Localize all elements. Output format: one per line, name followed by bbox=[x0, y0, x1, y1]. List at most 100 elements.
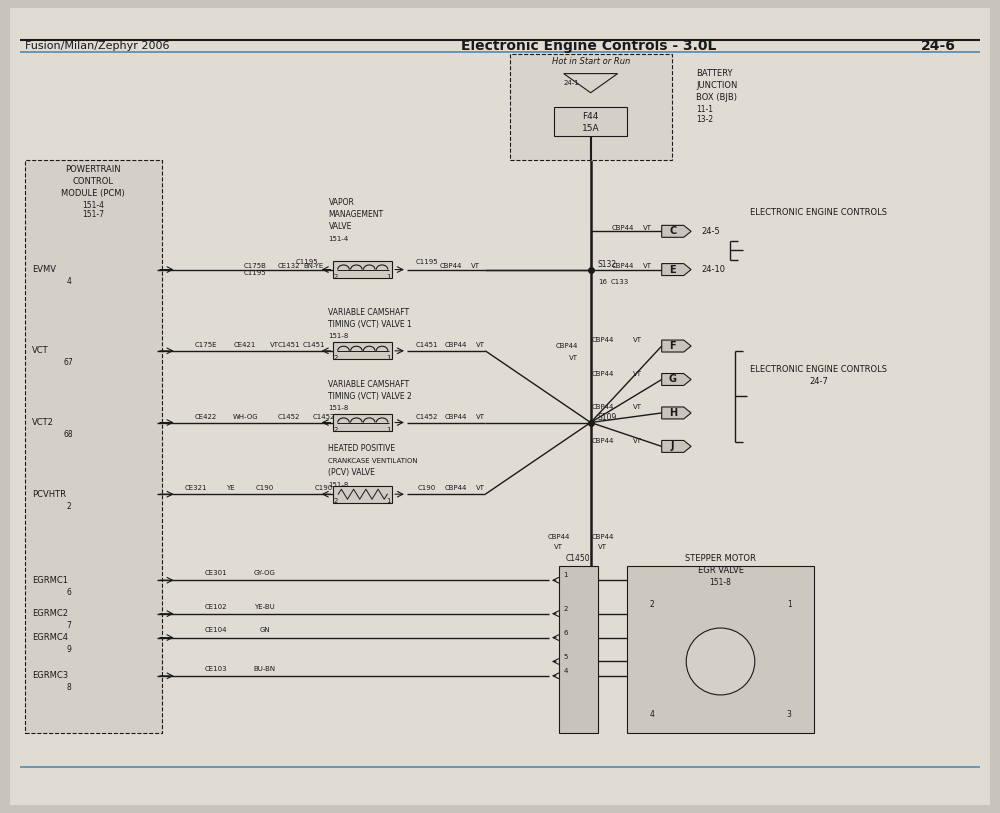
Text: 11-1: 11-1 bbox=[696, 105, 713, 114]
Text: VT: VT bbox=[476, 414, 485, 420]
Text: C1195: C1195 bbox=[244, 271, 266, 276]
Bar bbox=[333, 342, 392, 359]
Text: EGR VALVE: EGR VALVE bbox=[698, 566, 744, 575]
Text: CBP44: CBP44 bbox=[445, 342, 467, 348]
Text: C: C bbox=[669, 226, 676, 237]
Text: CBP44: CBP44 bbox=[611, 263, 634, 269]
Text: EGRMC2: EGRMC2 bbox=[32, 609, 68, 618]
Text: YE: YE bbox=[226, 485, 235, 492]
Text: 24-10: 24-10 bbox=[701, 265, 725, 274]
Text: MANAGEMENT: MANAGEMENT bbox=[328, 210, 384, 220]
Text: VT: VT bbox=[633, 404, 642, 411]
Text: C175E: C175E bbox=[195, 342, 217, 348]
Text: J: J bbox=[671, 441, 674, 451]
Text: CBP44: CBP44 bbox=[592, 404, 614, 411]
Text: GY-OG: GY-OG bbox=[254, 570, 276, 576]
Text: TIMING (VCT) VALVE 2: TIMING (VCT) VALVE 2 bbox=[328, 392, 412, 401]
Text: CE301: CE301 bbox=[204, 570, 227, 576]
Text: C175B: C175B bbox=[244, 263, 266, 269]
Text: 151-7: 151-7 bbox=[82, 210, 104, 220]
Text: 8: 8 bbox=[66, 683, 71, 693]
Polygon shape bbox=[662, 225, 691, 237]
Text: 4: 4 bbox=[66, 277, 71, 286]
Text: CBP44: CBP44 bbox=[611, 224, 634, 231]
Text: 2: 2 bbox=[334, 355, 338, 361]
Text: C1452: C1452 bbox=[312, 414, 335, 420]
Text: C1452: C1452 bbox=[278, 414, 300, 420]
Text: C1195: C1195 bbox=[296, 259, 319, 265]
Text: 4: 4 bbox=[649, 710, 654, 719]
Text: 4: 4 bbox=[564, 668, 568, 674]
Text: 151-8: 151-8 bbox=[710, 578, 731, 587]
Bar bbox=[510, 54, 672, 159]
Text: VT: VT bbox=[633, 437, 642, 444]
Text: CBP44: CBP44 bbox=[440, 263, 462, 269]
Text: (PCV) VALVE: (PCV) VALVE bbox=[328, 468, 375, 477]
Text: CE422: CE422 bbox=[195, 414, 217, 420]
Text: 7: 7 bbox=[66, 621, 71, 630]
Text: CONTROL: CONTROL bbox=[73, 176, 114, 185]
Text: CE102: CE102 bbox=[205, 603, 227, 610]
Text: C133: C133 bbox=[610, 279, 629, 285]
Text: F44: F44 bbox=[582, 112, 599, 121]
Text: 24-7: 24-7 bbox=[809, 377, 828, 386]
Text: EGRMC3: EGRMC3 bbox=[32, 672, 68, 680]
Text: C1452: C1452 bbox=[415, 414, 438, 420]
Text: 16: 16 bbox=[598, 279, 607, 285]
Text: BATTERY: BATTERY bbox=[696, 69, 732, 78]
Text: H: H bbox=[669, 408, 677, 418]
Text: CE321: CE321 bbox=[185, 485, 207, 492]
Text: BU-BN: BU-BN bbox=[254, 666, 276, 672]
Text: PCVHTR: PCVHTR bbox=[32, 489, 66, 498]
Text: 15A: 15A bbox=[582, 124, 599, 133]
Text: EVMV: EVMV bbox=[32, 265, 56, 274]
Text: CE104: CE104 bbox=[205, 628, 227, 633]
Text: ELECTRONIC ENGINE CONTROLS: ELECTRONIC ENGINE CONTROLS bbox=[750, 365, 887, 375]
Text: EGRMC1: EGRMC1 bbox=[32, 576, 68, 585]
Text: WH-OG: WH-OG bbox=[232, 414, 258, 420]
Text: VT: VT bbox=[633, 337, 642, 343]
Polygon shape bbox=[662, 441, 691, 452]
Text: S109: S109 bbox=[598, 413, 617, 422]
Text: CE132: CE132 bbox=[278, 263, 301, 269]
Text: 2: 2 bbox=[334, 427, 338, 433]
Text: CRANKCASE VENTILATION: CRANKCASE VENTILATION bbox=[328, 458, 418, 463]
Polygon shape bbox=[662, 373, 691, 385]
Text: 3: 3 bbox=[787, 710, 792, 719]
Circle shape bbox=[686, 628, 755, 695]
Text: MODULE (PCM): MODULE (PCM) bbox=[61, 189, 125, 198]
Bar bbox=[25, 159, 162, 733]
Text: Electronic Engine Controls - 3.0L: Electronic Engine Controls - 3.0L bbox=[461, 39, 716, 53]
Text: VARIABLE CAMSHAFT: VARIABLE CAMSHAFT bbox=[328, 380, 410, 389]
Text: VCT2: VCT2 bbox=[32, 418, 54, 427]
Text: 68: 68 bbox=[64, 430, 74, 439]
Bar bbox=[627, 566, 814, 733]
Text: VT: VT bbox=[598, 544, 607, 550]
Text: CBP44: CBP44 bbox=[592, 371, 614, 376]
Text: BN-YE: BN-YE bbox=[304, 263, 324, 269]
Text: 2: 2 bbox=[650, 600, 654, 609]
Text: VT: VT bbox=[476, 485, 485, 492]
Text: C190: C190 bbox=[314, 485, 333, 492]
Text: BOX (BJB): BOX (BJB) bbox=[696, 93, 737, 102]
Text: 1: 1 bbox=[564, 572, 568, 579]
Text: 9: 9 bbox=[66, 645, 71, 654]
Text: 151-8: 151-8 bbox=[328, 333, 349, 340]
Text: CBP44: CBP44 bbox=[592, 437, 614, 444]
Text: 1: 1 bbox=[387, 355, 391, 361]
Text: VT: VT bbox=[642, 263, 652, 269]
Text: CE103: CE103 bbox=[204, 666, 227, 672]
Text: CBP44: CBP44 bbox=[592, 534, 614, 540]
Text: 5: 5 bbox=[564, 654, 568, 659]
Text: ELECTRONIC ENGINE CONTROLS: ELECTRONIC ENGINE CONTROLS bbox=[750, 207, 887, 217]
Text: C1451: C1451 bbox=[303, 342, 325, 348]
Polygon shape bbox=[662, 263, 691, 276]
Text: CBP44: CBP44 bbox=[445, 485, 467, 492]
Text: POWERTRAIN: POWERTRAIN bbox=[65, 165, 121, 174]
Text: VT: VT bbox=[569, 355, 578, 361]
Text: VT: VT bbox=[476, 342, 485, 348]
Text: 1: 1 bbox=[387, 274, 391, 280]
Text: YE-BU: YE-BU bbox=[254, 603, 275, 610]
Text: G: G bbox=[669, 375, 677, 385]
Text: S132: S132 bbox=[598, 260, 617, 269]
